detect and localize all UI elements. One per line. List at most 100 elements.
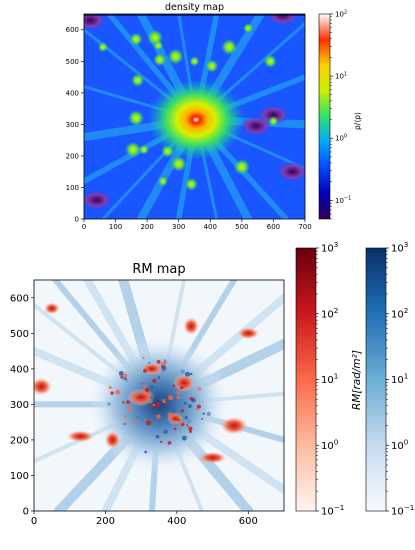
density-y-axis: 0 100 200 300 400 500 600 bbox=[66, 26, 84, 223]
rm-speckle bbox=[189, 430, 192, 433]
rm-speckle bbox=[143, 368, 147, 373]
rm-speckle bbox=[163, 429, 168, 434]
rm-speckle bbox=[142, 356, 145, 359]
rm-reds-tick-label: 10−1 bbox=[321, 503, 344, 518]
rm-speckle bbox=[122, 401, 125, 404]
rm-speckle bbox=[152, 403, 156, 406]
rm-speckle bbox=[167, 412, 173, 417]
density-knot bbox=[131, 73, 145, 87]
rm-speckle bbox=[202, 412, 205, 415]
rm-speckle bbox=[148, 361, 151, 364]
density-colorbar-tick-label: 101 bbox=[335, 71, 347, 80]
rm-speckle bbox=[161, 370, 164, 373]
rm-speckle bbox=[201, 417, 204, 420]
rm-red-patch bbox=[43, 302, 60, 315]
density-colorbar-label: ρ/⟨ρ⟩ bbox=[353, 112, 362, 130]
rm-speckle bbox=[180, 369, 185, 374]
density-x-tick-label: 400 bbox=[204, 223, 217, 231]
density-void bbox=[84, 14, 107, 31]
rm-speckle bbox=[172, 384, 176, 388]
density-knot bbox=[263, 54, 277, 68]
rm-speckle bbox=[156, 402, 162, 407]
rm-speckle bbox=[196, 404, 201, 409]
density-x-tick-label: 200 bbox=[140, 223, 153, 231]
density-x-tick-label: 600 bbox=[267, 223, 280, 231]
rm-speckle bbox=[160, 440, 163, 444]
rm-speckle bbox=[180, 409, 185, 413]
density-map-chart: density map 0 100 200 300 400 500 600 700 0 100 2… bbox=[66, 2, 362, 231]
rm-speckle bbox=[184, 416, 188, 420]
rm-reds-tick-label: 102 bbox=[321, 306, 338, 321]
rm-speckle bbox=[177, 418, 180, 422]
rm-speckle bbox=[156, 359, 161, 364]
rm-x-tick-label: 200 bbox=[96, 516, 115, 527]
density-void bbox=[84, 190, 113, 211]
rm-speckle bbox=[164, 361, 168, 364]
density-knot bbox=[233, 158, 250, 175]
rm-speckle bbox=[144, 450, 148, 454]
density-central-peak bbox=[148, 79, 245, 160]
density-x-tick-label: 0 bbox=[82, 223, 86, 231]
rm-colorbar-blues: 103 102 101 100 10−1 RM[rad/m²] bbox=[351, 240, 414, 518]
rm-speckle bbox=[126, 400, 130, 404]
density-void bbox=[276, 161, 305, 182]
rm-blues-tick-label: 100 bbox=[391, 437, 409, 452]
density-y-tick-label: 300 bbox=[66, 121, 79, 129]
rm-speckle bbox=[186, 424, 189, 427]
rm-speckle bbox=[125, 378, 128, 382]
rm-red-patch bbox=[183, 317, 200, 336]
rm-x-tick-label: 0 bbox=[31, 516, 37, 527]
rm-speckle bbox=[149, 385, 154, 389]
density-x-axis: 0 100 200 300 400 500 600 700 bbox=[82, 219, 312, 231]
rm-speckle bbox=[164, 359, 166, 362]
rm-speckle bbox=[123, 414, 127, 418]
density-colorbar-tick-label: 102 bbox=[335, 9, 347, 18]
rm-speckle bbox=[157, 376, 161, 380]
rm-speckle bbox=[206, 411, 211, 417]
rm-red-patch bbox=[173, 374, 195, 393]
density-knot bbox=[128, 110, 145, 127]
rm-speckle bbox=[168, 372, 171, 375]
rm-speckle bbox=[161, 361, 167, 367]
rm-speckle bbox=[181, 435, 187, 441]
density-y-tick-label: 200 bbox=[66, 152, 79, 160]
density-x-tick-label: 100 bbox=[109, 223, 122, 231]
rm-speckle bbox=[115, 389, 121, 395]
density-void bbox=[257, 104, 290, 125]
rm-speckle bbox=[167, 406, 170, 409]
rm-speckle bbox=[188, 426, 193, 431]
density-colorbar-tick-label: 10−1 bbox=[335, 196, 351, 205]
density-knot bbox=[153, 40, 164, 51]
rm-speckle bbox=[122, 373, 128, 378]
rm-speckle bbox=[107, 402, 111, 406]
rm-speckle bbox=[132, 419, 137, 423]
rm-red-patch bbox=[220, 416, 248, 435]
rm-colorbar-label: RM[rad/m²] bbox=[351, 350, 363, 410]
rm-speckle bbox=[136, 416, 139, 419]
rm-speckle bbox=[137, 391, 141, 395]
rm-blues-tick-label: 101 bbox=[391, 372, 408, 387]
rm-y-tick-label: 400 bbox=[10, 364, 29, 375]
density-y-tick-label: 0 bbox=[75, 215, 79, 223]
density-void bbox=[266, 14, 299, 26]
rm-speckle bbox=[144, 418, 147, 421]
density-knot bbox=[268, 116, 279, 127]
rm-x-axis: 0 200 400 600 bbox=[31, 511, 258, 527]
rm-y-tick-label: 600 bbox=[10, 293, 29, 304]
density-x-tick-label: 300 bbox=[172, 223, 185, 231]
rm-red-patch bbox=[34, 377, 53, 396]
rm-red-patch bbox=[237, 327, 260, 340]
rm-speckle bbox=[155, 434, 160, 439]
rm-speckle bbox=[156, 414, 161, 419]
rm-speckle bbox=[176, 395, 181, 400]
density-knot bbox=[157, 176, 168, 187]
rm-speckle bbox=[189, 372, 193, 376]
rm-speckle bbox=[173, 427, 177, 431]
density-colorbar-tick-label: 100 bbox=[335, 134, 347, 143]
rm-speckle bbox=[150, 396, 153, 400]
rm-reds-tick-label: 101 bbox=[321, 372, 338, 387]
density-knot bbox=[167, 48, 184, 65]
density-y-tick-label: 600 bbox=[66, 26, 79, 34]
rm-reds-tick-label: 100 bbox=[321, 437, 339, 452]
rm-speckle bbox=[184, 371, 190, 377]
